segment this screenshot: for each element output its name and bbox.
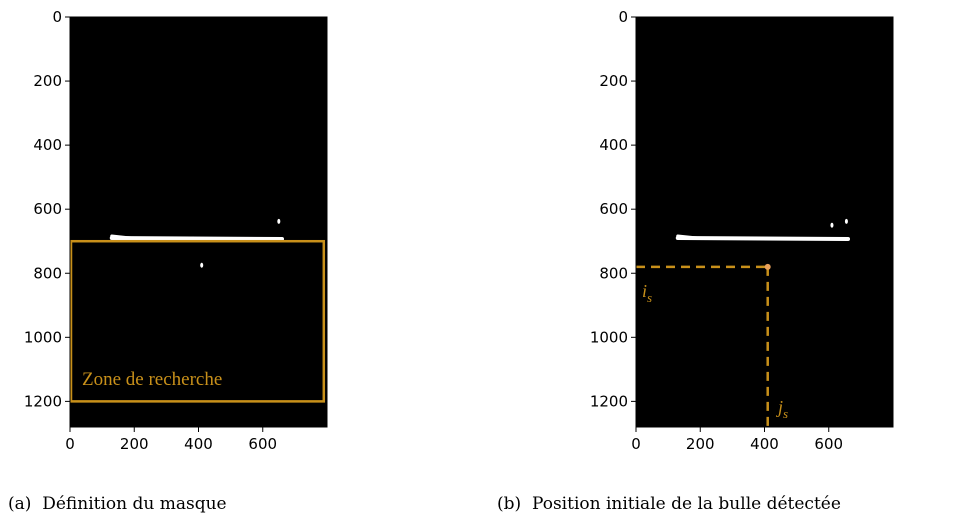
y-tick-label: 800 bbox=[599, 264, 628, 282]
y-tick-label: 200 bbox=[33, 72, 62, 90]
interface-line bbox=[109, 236, 285, 242]
search-zone-box bbox=[69, 239, 326, 403]
x-tick-label: 200 bbox=[686, 435, 715, 453]
caption-a-text: Définition du masque bbox=[42, 494, 227, 514]
y-tick-label: 200 bbox=[599, 72, 628, 90]
subplot-a: 0 200 400 600 800 1000 1200 0 200 400 600 Zone de… bbox=[24, 8, 328, 453]
search-zone-label: Zone de recherche bbox=[82, 369, 222, 390]
x-tick-label: 0 bbox=[631, 435, 641, 453]
y-tick-label: 1000 bbox=[24, 328, 62, 346]
image-area-b bbox=[636, 17, 893, 427]
y-tick-label: 1000 bbox=[590, 328, 628, 346]
detected-bubble-marker bbox=[764, 263, 771, 270]
y-tick-label: 0 bbox=[52, 8, 62, 26]
image-content-b bbox=[636, 218, 851, 427]
interface-line bbox=[675, 236, 851, 242]
speck bbox=[277, 218, 281, 224]
y-tick-label: 600 bbox=[599, 200, 628, 218]
x-tick-label: 600 bbox=[814, 435, 843, 453]
y-tick-label: 400 bbox=[33, 136, 62, 154]
i-s-label: is bbox=[642, 281, 652, 305]
interface-line-edge bbox=[110, 234, 133, 240]
y-tick-label: 0 bbox=[618, 8, 628, 26]
caption-b-text: Position initiale de la bulle détectée bbox=[531, 494, 841, 514]
image-content-a bbox=[69, 218, 326, 403]
axes-frame-a bbox=[69, 16, 328, 428]
speck bbox=[830, 222, 834, 228]
y-axis-a: 0 200 400 600 800 1000 1200 bbox=[24, 8, 70, 410]
caption-a: (a) Définition du masque bbox=[8, 494, 227, 514]
speck bbox=[844, 218, 848, 224]
y-tick-label: 800 bbox=[33, 264, 62, 282]
caption-b: (b) Position initiale de la bulle détect… bbox=[497, 494, 841, 514]
x-tick-label: 600 bbox=[248, 435, 277, 453]
y-tick-label: 400 bbox=[599, 136, 628, 154]
caption-a-label: (a) bbox=[8, 494, 32, 514]
speck bbox=[200, 262, 204, 268]
y-tick-label: 1200 bbox=[590, 392, 628, 410]
j-s-label: js bbox=[776, 397, 788, 421]
x-axis-a: 0 200 400 600 bbox=[65, 427, 277, 453]
subplot-b: 0 200 400 600 800 1000 1200 0 200 400 600 is js bbox=[590, 8, 894, 453]
image-area-a bbox=[70, 17, 327, 427]
y-tick-label: 600 bbox=[33, 200, 62, 218]
x-tick-label: 0 bbox=[65, 435, 75, 453]
x-tick-label: 200 bbox=[120, 435, 149, 453]
x-tick-label: 400 bbox=[184, 435, 213, 453]
figure-plots: 0 200 400 600 800 1000 1200 0 200 400 600 Zone de… bbox=[24, 8, 894, 453]
y-tick-label: 1200 bbox=[24, 392, 62, 410]
x-axis-b: 0 200 400 600 bbox=[631, 427, 843, 453]
y-axis-b: 0 200 400 600 800 1000 1200 bbox=[590, 8, 636, 410]
interface-line-edge bbox=[676, 234, 699, 240]
x-tick-label: 400 bbox=[750, 435, 779, 453]
axes-frame-b bbox=[635, 16, 894, 428]
caption-b-label: (b) bbox=[497, 494, 522, 514]
